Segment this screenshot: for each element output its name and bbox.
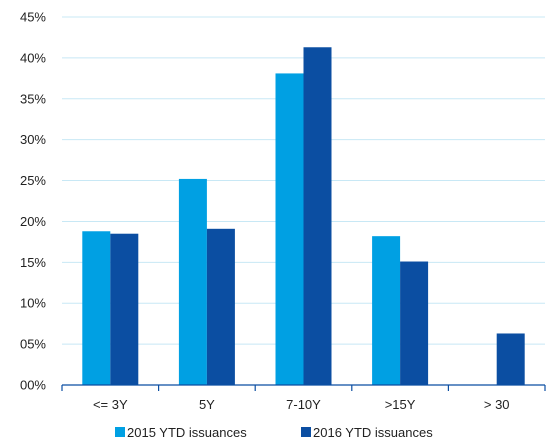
y-tick-label: 10%: [20, 296, 46, 311]
y-tick-label: 00%: [20, 378, 46, 393]
bars: [82, 47, 525, 385]
y-tick-label: 30%: [20, 132, 46, 147]
axes: [61, 384, 546, 391]
bar: [110, 233, 139, 385]
legend: 2015 YTD issuances 2016 YTD issuances: [115, 425, 433, 440]
x-tick-label: >15Y: [385, 397, 416, 412]
y-tick-label: 20%: [20, 214, 46, 229]
y-tick-label: 15%: [20, 255, 46, 270]
x-axis-ticks: <= 3Y 5Y 7-10Y >15Y > 30: [93, 397, 510, 412]
bar: [400, 261, 429, 385]
x-tick-label: 5Y: [199, 397, 215, 412]
y-tick-label: 05%: [20, 337, 46, 352]
bar: [303, 47, 332, 385]
x-tick-label: <= 3Y: [93, 397, 128, 412]
y-tick-label: 45%: [20, 10, 46, 25]
bar: [275, 73, 304, 385]
bar: [496, 333, 525, 385]
legend-swatch: [115, 427, 125, 437]
bar: [178, 178, 207, 385]
x-tick-label: 7-10Y: [286, 397, 321, 412]
legend-label: 2015 YTD issuances: [127, 425, 247, 440]
y-tick-label: 40%: [20, 50, 46, 65]
legend-label: 2016 YTD issuances: [313, 425, 433, 440]
bar: [206, 228, 235, 385]
y-tick-label: 25%: [20, 173, 46, 188]
bar: [372, 236, 401, 385]
x-tick-label: > 30: [484, 397, 510, 412]
legend-swatch: [301, 427, 311, 437]
y-axis-ticks: 00% 05% 10% 15% 20% 25% 30% 35% 40% 45%: [20, 10, 46, 393]
bar: [82, 231, 111, 385]
y-tick-label: 35%: [20, 91, 46, 106]
